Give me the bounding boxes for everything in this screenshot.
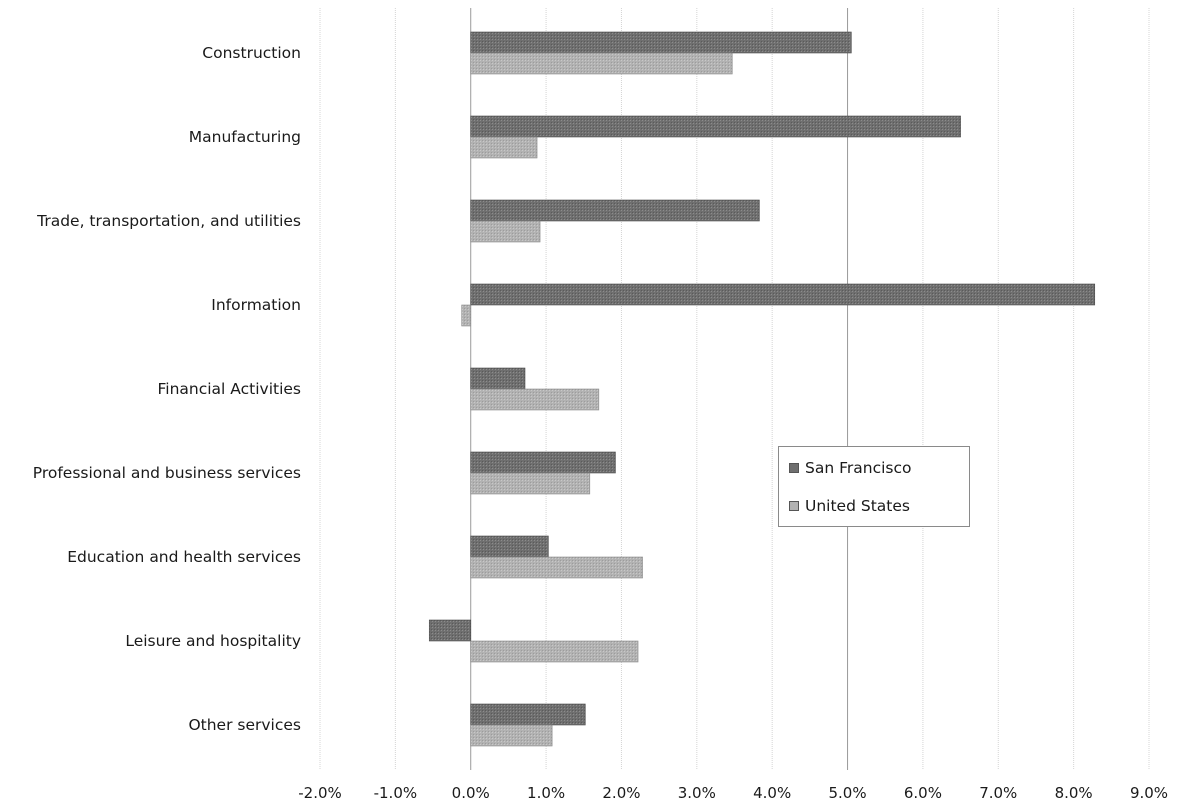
bar-san-francisco bbox=[470, 535, 549, 558]
bar-united-states bbox=[461, 304, 472, 327]
bar-san-francisco bbox=[470, 199, 760, 222]
legend-label-united-states: United States bbox=[805, 497, 910, 515]
category-label: Leisure and hospitality bbox=[125, 632, 301, 650]
bar-united-states bbox=[470, 724, 553, 747]
x-tick-label: 1.0% bbox=[527, 784, 565, 802]
x-tick-label: 6.0% bbox=[904, 784, 942, 802]
bar-united-states bbox=[470, 472, 591, 495]
category-label: Information bbox=[211, 296, 301, 314]
bar-san-francisco bbox=[470, 703, 586, 726]
bar-san-francisco bbox=[470, 451, 616, 474]
x-tick-label: 9.0% bbox=[1130, 784, 1168, 802]
category-label: Manufacturing bbox=[189, 128, 301, 146]
category-labels: Construction Manufacturing Trade, transpor… bbox=[33, 44, 301, 734]
x-tick-label: -2.0% bbox=[298, 784, 342, 802]
category-label: Construction bbox=[202, 44, 301, 62]
bar-san-francisco bbox=[470, 115, 961, 138]
x-tick-label: 0.0% bbox=[452, 784, 490, 802]
legend: San Francisco United States bbox=[778, 446, 970, 527]
x-tick-label: 7.0% bbox=[979, 784, 1017, 802]
x-tick-label: -1.0% bbox=[374, 784, 418, 802]
x-tick-label: 3.0% bbox=[678, 784, 716, 802]
bar-united-states bbox=[470, 52, 733, 75]
bar-united-states bbox=[470, 220, 541, 243]
bar-san-francisco bbox=[428, 619, 472, 642]
legend-label-san-francisco: San Francisco bbox=[805, 459, 912, 477]
x-tick-label: 4.0% bbox=[753, 784, 791, 802]
legend-item-united-states: United States bbox=[789, 495, 910, 517]
bar-san-francisco bbox=[470, 367, 526, 390]
legend-swatch-san-francisco bbox=[789, 463, 799, 473]
bar-united-states bbox=[470, 388, 600, 411]
x-tick-label: 2.0% bbox=[602, 784, 640, 802]
x-axis-tick-labels: -2.0% -1.0% 0.0% 1.0% 2.0% 3.0% 4.0% 5.0% 6.0% 7.… bbox=[298, 784, 1168, 802]
category-label: Education and health services bbox=[67, 548, 301, 566]
bar-united-states bbox=[470, 640, 639, 663]
legend-swatch-united-states bbox=[789, 501, 799, 511]
x-tick-label: 8.0% bbox=[1055, 784, 1093, 802]
bar-san-francisco bbox=[470, 31, 852, 54]
bar-united-states bbox=[470, 556, 643, 579]
category-label: Other services bbox=[188, 716, 301, 734]
bar-united-states bbox=[470, 136, 538, 159]
category-label: Professional and business services bbox=[33, 464, 301, 482]
x-tick-label: 5.0% bbox=[828, 784, 866, 802]
bars bbox=[428, 31, 1096, 747]
category-label: Trade, transportation, and utilities bbox=[36, 212, 301, 230]
bar-san-francisco bbox=[470, 283, 1096, 306]
category-label: Financial Activities bbox=[157, 380, 301, 398]
legend-item-san-francisco: San Francisco bbox=[789, 457, 911, 479]
